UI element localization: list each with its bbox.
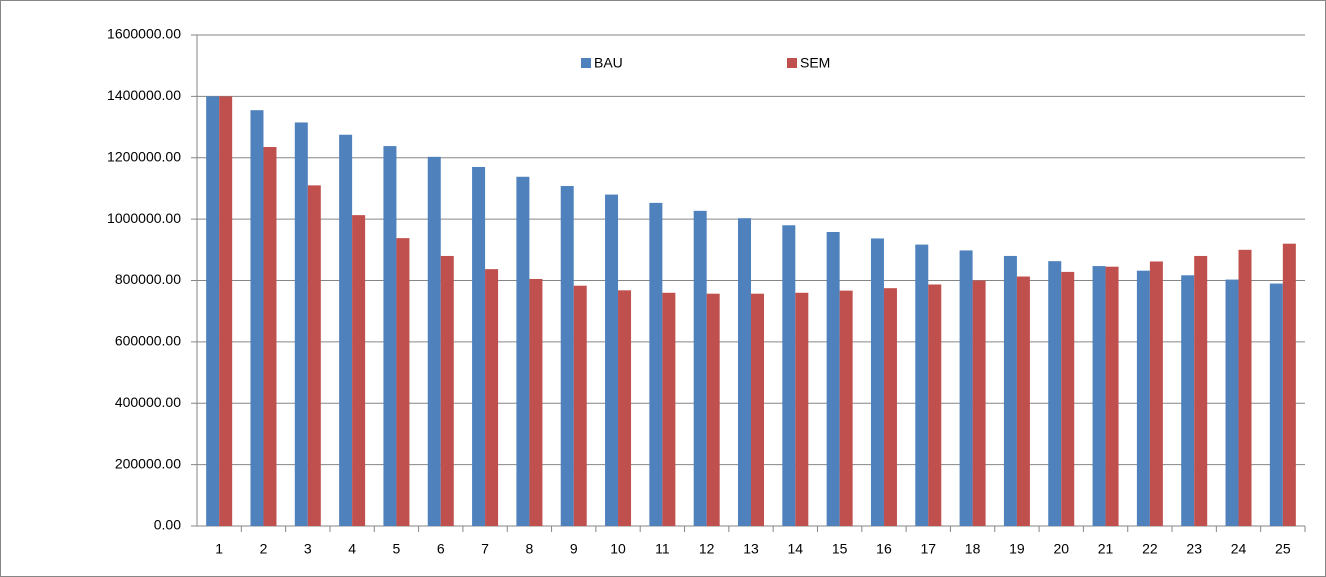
bar xyxy=(307,185,321,526)
bar xyxy=(396,238,410,526)
bar xyxy=(883,288,897,526)
bar xyxy=(206,96,220,526)
bar xyxy=(440,255,454,526)
bar xyxy=(959,250,973,526)
x-tick-label: 13 xyxy=(743,541,759,557)
bar xyxy=(706,293,720,526)
x-tick-label: 8 xyxy=(526,541,534,557)
x-tick-label: 10 xyxy=(610,541,626,557)
x-tick-label: 4 xyxy=(348,541,356,557)
x-tick-label: 20 xyxy=(1053,541,1069,557)
bar xyxy=(826,232,840,527)
y-tick-label: 200000.00 xyxy=(115,455,181,471)
bar xyxy=(1194,255,1208,526)
bar xyxy=(649,202,663,526)
bar xyxy=(915,244,929,526)
bar xyxy=(352,215,366,526)
x-tick-label: 22 xyxy=(1142,541,1158,557)
bar xyxy=(870,238,884,526)
x-tick-label: 19 xyxy=(1009,541,1025,557)
bar xyxy=(529,278,543,526)
bar xyxy=(1016,276,1030,526)
bar xyxy=(485,269,499,526)
x-tick-label: 16 xyxy=(876,541,892,557)
bar xyxy=(618,290,632,526)
x-tick-label: 15 xyxy=(832,541,848,557)
bar xyxy=(928,284,942,526)
bar xyxy=(1048,261,1062,526)
legend-label: BAU xyxy=(594,55,623,71)
x-tick-label: 5 xyxy=(393,541,401,557)
x-tick-label: 21 xyxy=(1098,541,1114,557)
bar xyxy=(294,122,308,526)
x-tick-label: 3 xyxy=(304,541,312,557)
bar xyxy=(1136,270,1150,526)
bar xyxy=(693,210,707,527)
bar xyxy=(1105,266,1119,526)
x-tick-label: 6 xyxy=(437,541,445,557)
bar xyxy=(795,292,809,526)
legend-label: SEM xyxy=(800,55,830,71)
bar xyxy=(383,146,397,526)
x-tick-label: 12 xyxy=(699,541,715,557)
bar xyxy=(472,166,486,527)
bar xyxy=(516,176,530,526)
bar xyxy=(972,280,986,526)
bar xyxy=(751,293,764,526)
bar xyxy=(605,194,619,526)
x-tick-label: 1 xyxy=(215,541,223,557)
y-tick-label: 1200000.00 xyxy=(107,148,181,164)
x-tick-label: 9 xyxy=(570,541,578,557)
bar xyxy=(1225,279,1239,526)
x-tick-label: 23 xyxy=(1186,541,1202,557)
x-tick-label: 2 xyxy=(260,541,268,557)
y-tick-label: 400000.00 xyxy=(115,394,181,410)
bar xyxy=(1061,271,1075,526)
bar xyxy=(1003,255,1017,526)
legend-swatch xyxy=(581,58,591,68)
y-tick-label: 800000.00 xyxy=(115,271,181,287)
bar xyxy=(339,134,353,526)
y-tick-label: 0.00 xyxy=(154,517,181,533)
y-tick-label: 1000000.00 xyxy=(107,210,181,226)
legend-swatch xyxy=(787,58,797,68)
bar xyxy=(1238,249,1252,526)
x-tick-label: 7 xyxy=(481,541,489,557)
bar xyxy=(839,290,853,526)
y-tick-label: 1600000.00 xyxy=(107,26,181,42)
x-tick-label: 24 xyxy=(1231,541,1247,557)
bar xyxy=(1092,266,1106,526)
bar xyxy=(250,110,264,526)
x-tick-label: 18 xyxy=(965,541,981,557)
x-tick-label: 11 xyxy=(655,541,670,557)
bar xyxy=(560,185,574,527)
bar xyxy=(1282,243,1296,527)
x-tick-label: 17 xyxy=(920,541,936,557)
y-tick-label: 600000.00 xyxy=(115,333,181,349)
bar xyxy=(782,225,796,526)
bar xyxy=(1149,261,1163,526)
x-tick-label: 25 xyxy=(1275,541,1291,557)
bar xyxy=(219,96,233,526)
bar xyxy=(1269,283,1283,526)
y-tick-label: 1400000.00 xyxy=(107,87,181,103)
x-tick-label: 14 xyxy=(788,541,804,557)
bar xyxy=(662,292,676,526)
bar xyxy=(427,156,441,526)
bar xyxy=(738,218,751,526)
bar xyxy=(263,147,277,526)
bar xyxy=(573,285,587,526)
bar xyxy=(1181,275,1195,526)
